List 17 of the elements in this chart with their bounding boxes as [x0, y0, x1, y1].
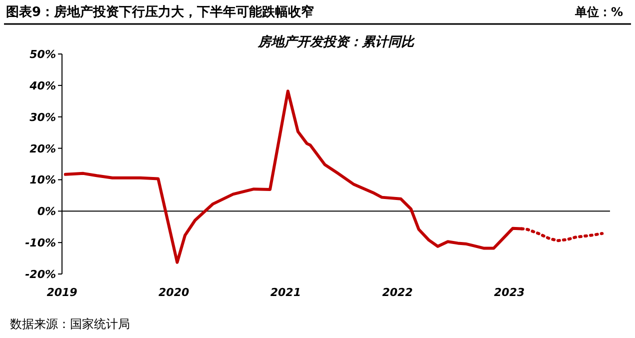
x-tick-label: 2022 [382, 286, 414, 299]
x-tick-label: 2020 [158, 286, 190, 299]
y-tick-label: 40% [28, 79, 56, 92]
chart-subtitle: 房地产开发投资：累计同比 [257, 34, 415, 50]
y-tick-label: 10% [30, 174, 56, 187]
y-tick-label: 30% [30, 110, 56, 124]
x-tick-label: 2019 [46, 286, 78, 299]
y-tick-label: 0% [37, 205, 56, 218]
y-tick-label: 20% [30, 142, 56, 156]
x-tick-label: 2021 [270, 286, 301, 299]
text: 单位：% [574, 5, 623, 19]
x-tick-label: 2023 [494, 286, 525, 299]
y-tick-label: -20% [25, 268, 56, 281]
y-tick-label: -10% [25, 236, 56, 250]
y-tick-label: 50% [30, 48, 56, 61]
chart-title: 图表9：房地产投资下行压力大，下半年可能跌幅收窄 [6, 4, 314, 20]
source-note: 数据来源：国家统计局 [10, 317, 130, 331]
